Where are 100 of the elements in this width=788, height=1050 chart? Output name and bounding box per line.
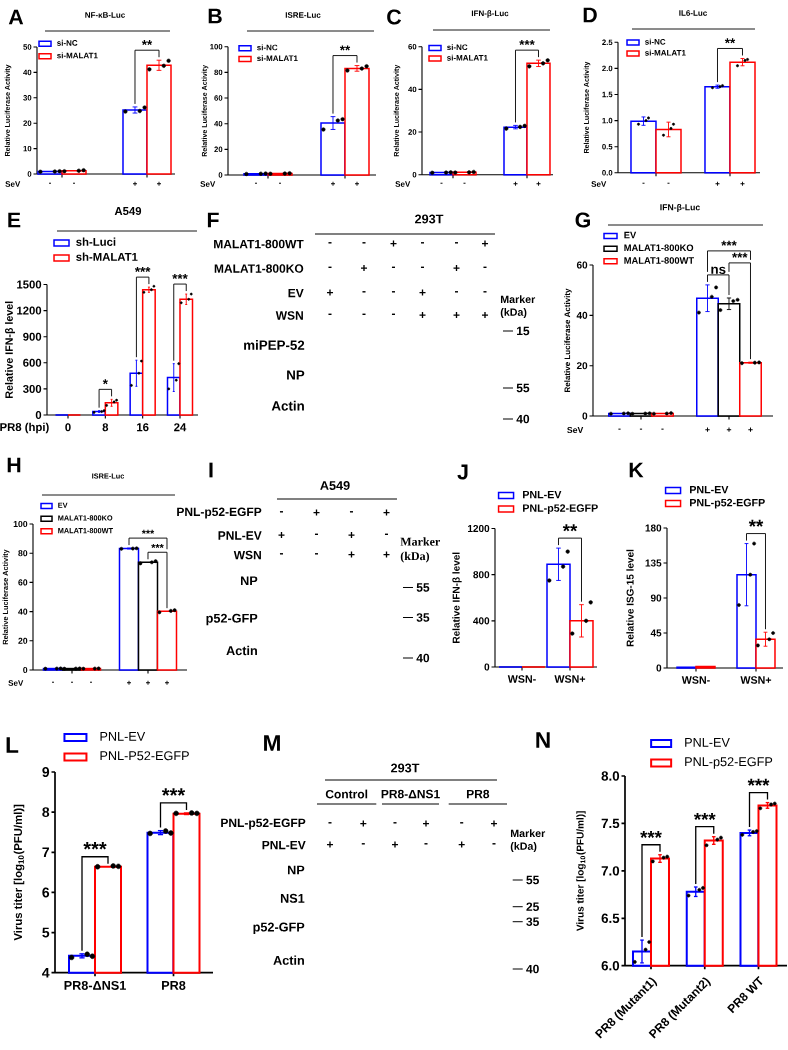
text: + [383,509,390,516]
text: F [207,212,219,228]
text: - [362,313,366,316]
text: - [391,313,396,316]
text: + [392,841,399,848]
legend-label: PNL-P52-EGFP [100,751,189,761]
text: 55 [516,383,530,393]
y-axis-title: Relative IFN-β level [452,552,462,643]
y-axis-title: Relative IFN-β level [5,301,15,398]
legend-label: si-MALAT1 [57,52,98,59]
text: I [209,462,213,478]
text: - [393,822,397,824]
y-tick-label: 6 [42,887,50,898]
y-tick-label: 7.0 [601,866,620,876]
text: 40 [516,414,530,424]
y-tick-label: 300 [22,384,42,393]
text: 293T [415,214,444,224]
category-label: p52-GFP [206,613,258,626]
y-tick-label: 135 [645,559,662,567]
text: - [384,533,389,536]
text: - [362,291,366,293]
x-axis-title: SeV [200,181,216,187]
text: + [360,820,367,827]
legend-label: si-NC [447,44,468,51]
text: + [482,240,489,247]
x-tick-label: WSN+ [740,676,772,684]
y-tick-label: 20 [576,362,588,370]
y-tick-label: 45 [650,629,662,637]
y-tick-label: 8 [42,807,50,818]
legend-label: si-MALAT1 [447,54,488,61]
y-axis-title: Relative ISG-15 level [626,549,634,647]
text: + [361,264,368,272]
legend-label: PNL-EV [685,738,730,747]
legend-label: PNL-p52-EGFP [690,498,765,509]
text: + [390,240,397,247]
category-label: PR8-ΔNS1 [381,789,440,799]
category-label: EV [288,288,304,298]
y-tick-label: 80 [18,550,28,557]
y-tick-label: 0 [656,664,662,672]
text: - [424,843,428,845]
text: + [348,551,355,558]
legend-label: MALAT1-800WT [624,257,694,264]
annotation: ** [724,38,736,44]
text: A549 [320,481,350,490]
annotation: ** [141,40,153,46]
x-tick-label: WSN+ [554,675,586,683]
text: + [419,289,426,296]
text: Marker (kDa) [400,537,440,563]
x-tick-label: 16 [137,423,149,432]
annotation: ** [748,519,764,527]
category-label: NP [287,865,305,875]
legend-label: PNL-p52-EGFP [523,504,598,514]
category-label: Control [325,789,368,799]
x-axis-title: SeV [591,181,607,187]
x-tick-label: - [72,182,76,184]
category-label: NS1 [280,893,305,903]
annotation: *** [141,529,155,534]
y-tick-label: 1500 [17,280,42,289]
y-tick-label: 6.0 [601,961,620,971]
category-label: NP [287,370,305,380]
category-label: PNL-EV [218,531,262,540]
y-tick-label: 1200 [17,306,42,315]
chart-title: IL6-Luc [679,10,707,16]
y-tick-label: 5 [42,927,50,938]
y-tick-label: 180 [645,524,662,532]
category-label: Actin [271,400,304,411]
y-tick-label: 4 [42,967,50,978]
text: + [458,841,465,848]
chart-title: IFN-β-Luc [471,10,509,18]
y-tick-label: 0 [582,412,588,420]
text: - [349,511,354,513]
text: + [348,531,355,539]
y-tick-label: 400 [473,617,490,625]
y-tick-label: 9 [42,767,50,777]
legend-label: sh-MALAT1 [76,252,138,261]
category-label: WSN [233,550,261,560]
text: + [491,820,498,827]
text: E [8,212,21,228]
text: + [453,264,460,272]
text: - [328,242,332,244]
text: + [453,311,460,319]
y-tick-label: 600 [23,358,42,367]
x-tick-label: WSN- [681,676,710,684]
text: 293T [391,763,420,773]
text: - [420,242,425,244]
y-tick-label: 800 [473,571,490,579]
x-tick-label: WSN- [507,675,536,683]
legend-label: si-NC [645,38,666,45]
y-tick-label: 40 [18,608,28,615]
legend-label: si-NC [57,39,78,46]
text: 55 [416,583,430,592]
text: + [419,311,426,319]
chart-title: A549 [114,207,142,216]
x-axis-title: SeV [567,426,584,434]
text: - [454,291,459,293]
text: G [575,212,590,228]
text: - [279,553,284,555]
category-label: PNL-EV [262,840,306,850]
y-axis-title: Virus titer [log$_{10}$(PFU/ml)] [13,804,25,941]
text: - [328,266,332,269]
